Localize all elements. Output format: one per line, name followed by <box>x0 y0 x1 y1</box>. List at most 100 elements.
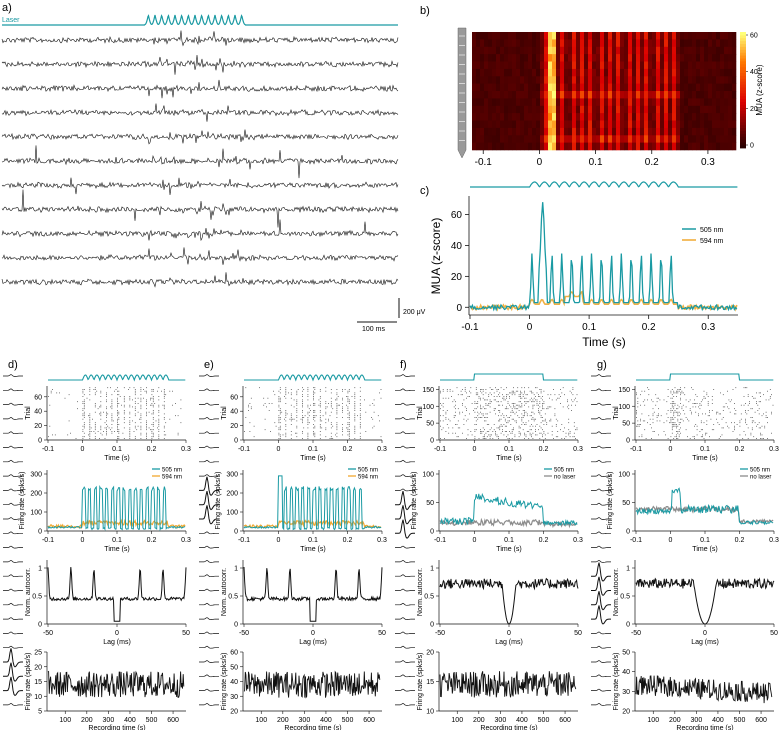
raster-spike <box>500 401 502 403</box>
heatmap-cell <box>568 105 573 114</box>
raster-spike <box>677 389 679 390</box>
raster-spike <box>163 392 165 394</box>
heatmap-cell <box>724 83 729 92</box>
raster-spike <box>573 436 575 438</box>
raster-spike <box>531 418 532 420</box>
raster-spike <box>517 390 519 392</box>
raster-spike <box>440 420 441 422</box>
raster-spike <box>82 390 84 392</box>
heatmap-cell <box>616 54 621 62</box>
waveform-trace <box>199 560 219 563</box>
raster-spike <box>336 408 338 410</box>
raster-spike <box>549 406 550 408</box>
raster-spike <box>506 415 507 417</box>
heatmap-cell <box>700 61 705 70</box>
autocorr-y-tick-label: 1 <box>430 566 434 573</box>
raster-spike <box>347 401 349 403</box>
raster-spike <box>319 401 321 403</box>
raster-spike <box>379 420 380 422</box>
raster-spike <box>354 404 356 406</box>
heatmap-cell <box>504 83 509 92</box>
raster-spike <box>667 438 669 439</box>
heatmap-cell <box>580 113 585 121</box>
raster-spike <box>278 438 280 439</box>
raster-spike <box>457 394 459 396</box>
waveform-trace <box>395 374 415 377</box>
heatmap-cell <box>528 113 533 121</box>
heatmap-cell <box>512 32 517 40</box>
raster-spike <box>677 432 679 434</box>
heatmap-cell <box>688 120 693 129</box>
heatmap-cell <box>668 54 673 62</box>
raster-spike <box>521 424 523 425</box>
raster-spike <box>677 431 679 432</box>
raster-spike <box>760 434 761 436</box>
raster-spike <box>477 418 479 420</box>
heatmap-cell <box>584 113 589 121</box>
raster-spike <box>325 418 327 420</box>
raster-spike <box>110 429 111 431</box>
raster-spike <box>520 401 521 403</box>
raster-spike <box>749 401 750 403</box>
raster-y-label: Trial <box>613 406 620 420</box>
raster-spike <box>359 413 361 415</box>
raster-spike <box>709 411 710 413</box>
raster-spike <box>568 422 570 424</box>
heatmap-cell <box>648 135 653 143</box>
raster-spike <box>510 424 512 425</box>
heatmap-cell <box>612 32 617 40</box>
raster-spike <box>482 415 484 417</box>
raster-spike <box>540 397 542 399</box>
heatmap-cell <box>636 54 641 62</box>
raster-spike <box>520 406 521 408</box>
waveform-trace <box>3 602 23 606</box>
rate-x-tick-label: 0.3 <box>573 537 583 544</box>
raster-spike <box>560 389 561 390</box>
raster-spike <box>307 420 309 422</box>
raster-spike <box>319 404 321 406</box>
stability-x-tick-label: 200 <box>473 717 485 724</box>
colorbar-segment <box>740 69 746 73</box>
heatmap-cell <box>672 32 677 40</box>
raster-spike <box>676 438 677 439</box>
raster-spike <box>319 389 321 390</box>
raster-spike <box>314 420 316 422</box>
raster-spike <box>745 422 746 424</box>
raster-spike <box>568 434 570 436</box>
heatmap-cell <box>708 32 713 40</box>
raster-spike <box>470 392 472 394</box>
raster-spike <box>106 399 107 401</box>
raster-spike <box>264 429 266 431</box>
raster-spike <box>336 432 338 434</box>
heatmap-cell <box>596 32 601 40</box>
heatmap-cell <box>724 120 729 129</box>
raster-spike <box>673 438 675 439</box>
raster-spike <box>520 396 521 397</box>
waveform-trace <box>591 560 611 563</box>
raster-spike <box>285 413 287 415</box>
raster-spike <box>123 387 125 389</box>
raster-spike <box>529 415 531 417</box>
heatmap-cell <box>492 91 497 99</box>
raster-spike <box>279 427 281 429</box>
raster-spike <box>328 418 329 420</box>
heatmap-cell <box>616 120 621 129</box>
raster-spike <box>290 397 292 399</box>
raster-spike <box>359 390 361 392</box>
raster-spike <box>539 432 541 434</box>
raster-spike <box>514 394 516 396</box>
heatmap-cell <box>544 46 549 55</box>
raster-spike <box>137 425 139 427</box>
raster-spike <box>83 399 85 401</box>
heatmap-cell <box>620 39 625 48</box>
heatmap-cell <box>548 39 553 48</box>
heatmap-cell <box>708 46 713 55</box>
waveform-trace <box>199 505 219 525</box>
raster-spike <box>359 415 361 417</box>
heatmap-cell <box>548 32 553 40</box>
raster-spike <box>700 436 702 438</box>
raster-spike <box>94 394 96 396</box>
raster-spike <box>763 438 764 439</box>
raster-spike <box>348 429 350 431</box>
heatmap-cell <box>500 142 505 151</box>
